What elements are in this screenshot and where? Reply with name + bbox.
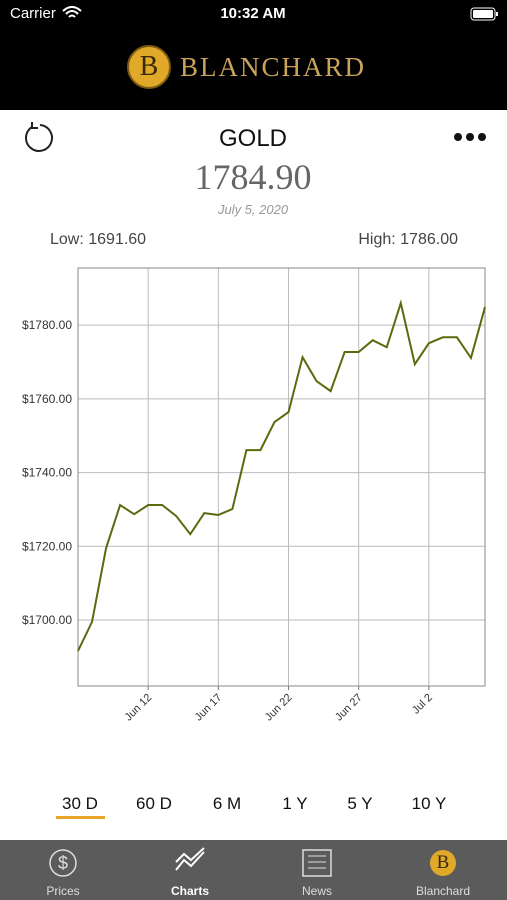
wifi-icon — [62, 6, 82, 18]
range-button[interactable]: 6 M — [212, 794, 242, 813]
range-underline — [56, 816, 105, 819]
carrier: Carrier — [10, 5, 56, 22]
range-button[interactable]: 1 Y — [282, 794, 308, 813]
y-tick-label: $1780.00 — [22, 318, 72, 332]
tab-label[interactable]: Prices — [46, 884, 80, 898]
logo: B — [127, 45, 171, 89]
x-tick-label: Jun 12 — [122, 692, 154, 724]
high: High: 1786.00 — [358, 231, 458, 248]
plot-border — [77, 267, 486, 687]
x-tick-label: Jun 17 — [193, 692, 225, 724]
range-button[interactable]: 5 Y — [347, 794, 373, 813]
date: July 5, 2020 — [217, 202, 289, 217]
more-button[interactable] — [452, 130, 488, 144]
price-line — [77, 299, 486, 652]
range-button[interactable]: 30 D — [62, 794, 98, 813]
blanchard-icon: B — [436, 852, 450, 873]
price: 1784.90 — [194, 157, 312, 197]
battery-icon — [470, 7, 498, 21]
tab-label[interactable]: News — [301, 884, 333, 898]
tab-label[interactable]: Blanchard — [415, 884, 471, 898]
y-tick-label: $1740.00 — [22, 466, 72, 480]
y-tick-label: $1700.00 — [22, 613, 72, 627]
y-tick-label: $1760.00 — [22, 392, 72, 406]
y-tick-label: $1720.00 — [22, 539, 72, 553]
refresh-button[interactable] — [22, 122, 54, 154]
tab-label[interactable]: Charts — [170, 884, 210, 898]
low: Low: 1691.60 — [50, 231, 147, 248]
tab-icons — [49, 847, 456, 877]
time: 10:32 AM — [220, 5, 286, 22]
chart: $1700.00 $1720.00 $1740.00 $1760.00 $1780.00… — [22, 267, 486, 724]
symbol: GOLD — [218, 125, 288, 152]
prices-icon: $ — [57, 853, 69, 873]
brand: BLANCHARD — [180, 52, 367, 82]
range-button[interactable]: 60 D — [136, 794, 172, 813]
x-tick-label: Jul 2 — [410, 692, 435, 717]
x-tick-label: Jun 22 — [263, 692, 295, 724]
range-button[interactable]: 10 Y — [411, 794, 447, 813]
x-tick-label: Jun 27 — [333, 692, 365, 724]
header: Carrier 10:32 AM B BLANCHARD — [0, 0, 507, 110]
tab-bar: $ B Prices Charts News Blanchard — [0, 840, 507, 900]
